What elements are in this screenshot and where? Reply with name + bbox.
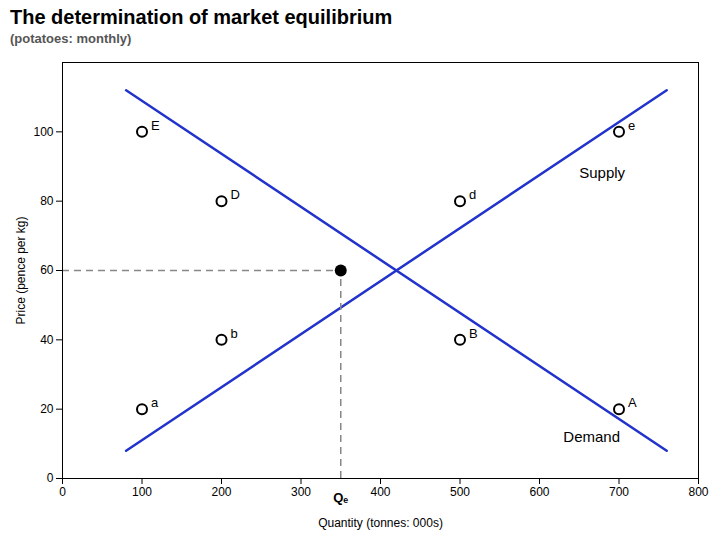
svg-text:Qₑ: Qₑ <box>333 490 348 505</box>
svg-text:80: 80 <box>40 194 54 208</box>
svg-text:300: 300 <box>291 485 311 499</box>
svg-text:400: 400 <box>370 485 390 499</box>
svg-text:0: 0 <box>47 471 54 485</box>
svg-text:B: B <box>469 326 478 341</box>
html-text:The determination of market eq: The determination of market equilibrium <box>10 6 393 28</box>
svg-text:E: E <box>151 118 160 133</box>
html-text:(potatoes: monthly): (potatoes: monthly) <box>10 31 132 46</box>
svg-text:60: 60 <box>40 263 54 277</box>
svg-text:e: e <box>628 118 635 133</box>
svg-text:20: 20 <box>40 402 54 416</box>
svg-text:100: 100 <box>132 485 152 499</box>
svg-text:600: 600 <box>529 485 549 499</box>
svg-text:0: 0 <box>59 485 66 499</box>
svg-text:500: 500 <box>450 485 470 499</box>
svg-text:Supply: Supply <box>579 164 625 181</box>
svg-text:100: 100 <box>33 125 53 139</box>
svg-text:40: 40 <box>40 333 54 347</box>
svg-text:700: 700 <box>609 485 629 499</box>
svg-text:Demand: Demand <box>563 428 620 445</box>
svg-text:D: D <box>231 187 240 202</box>
svg-text:200: 200 <box>211 485 231 499</box>
svg-text:d: d <box>469 187 476 202</box>
svg-text:A: A <box>628 395 637 410</box>
svg-text:b: b <box>231 326 238 341</box>
svg-text:a: a <box>151 395 159 410</box>
svg-text:Quantity (tonnes: 000s): Quantity (tonnes: 000s) <box>318 516 443 530</box>
svg-text:800: 800 <box>688 485 708 499</box>
svg-text:Price (pence per kg): Price (pence per kg) <box>14 216 28 324</box>
